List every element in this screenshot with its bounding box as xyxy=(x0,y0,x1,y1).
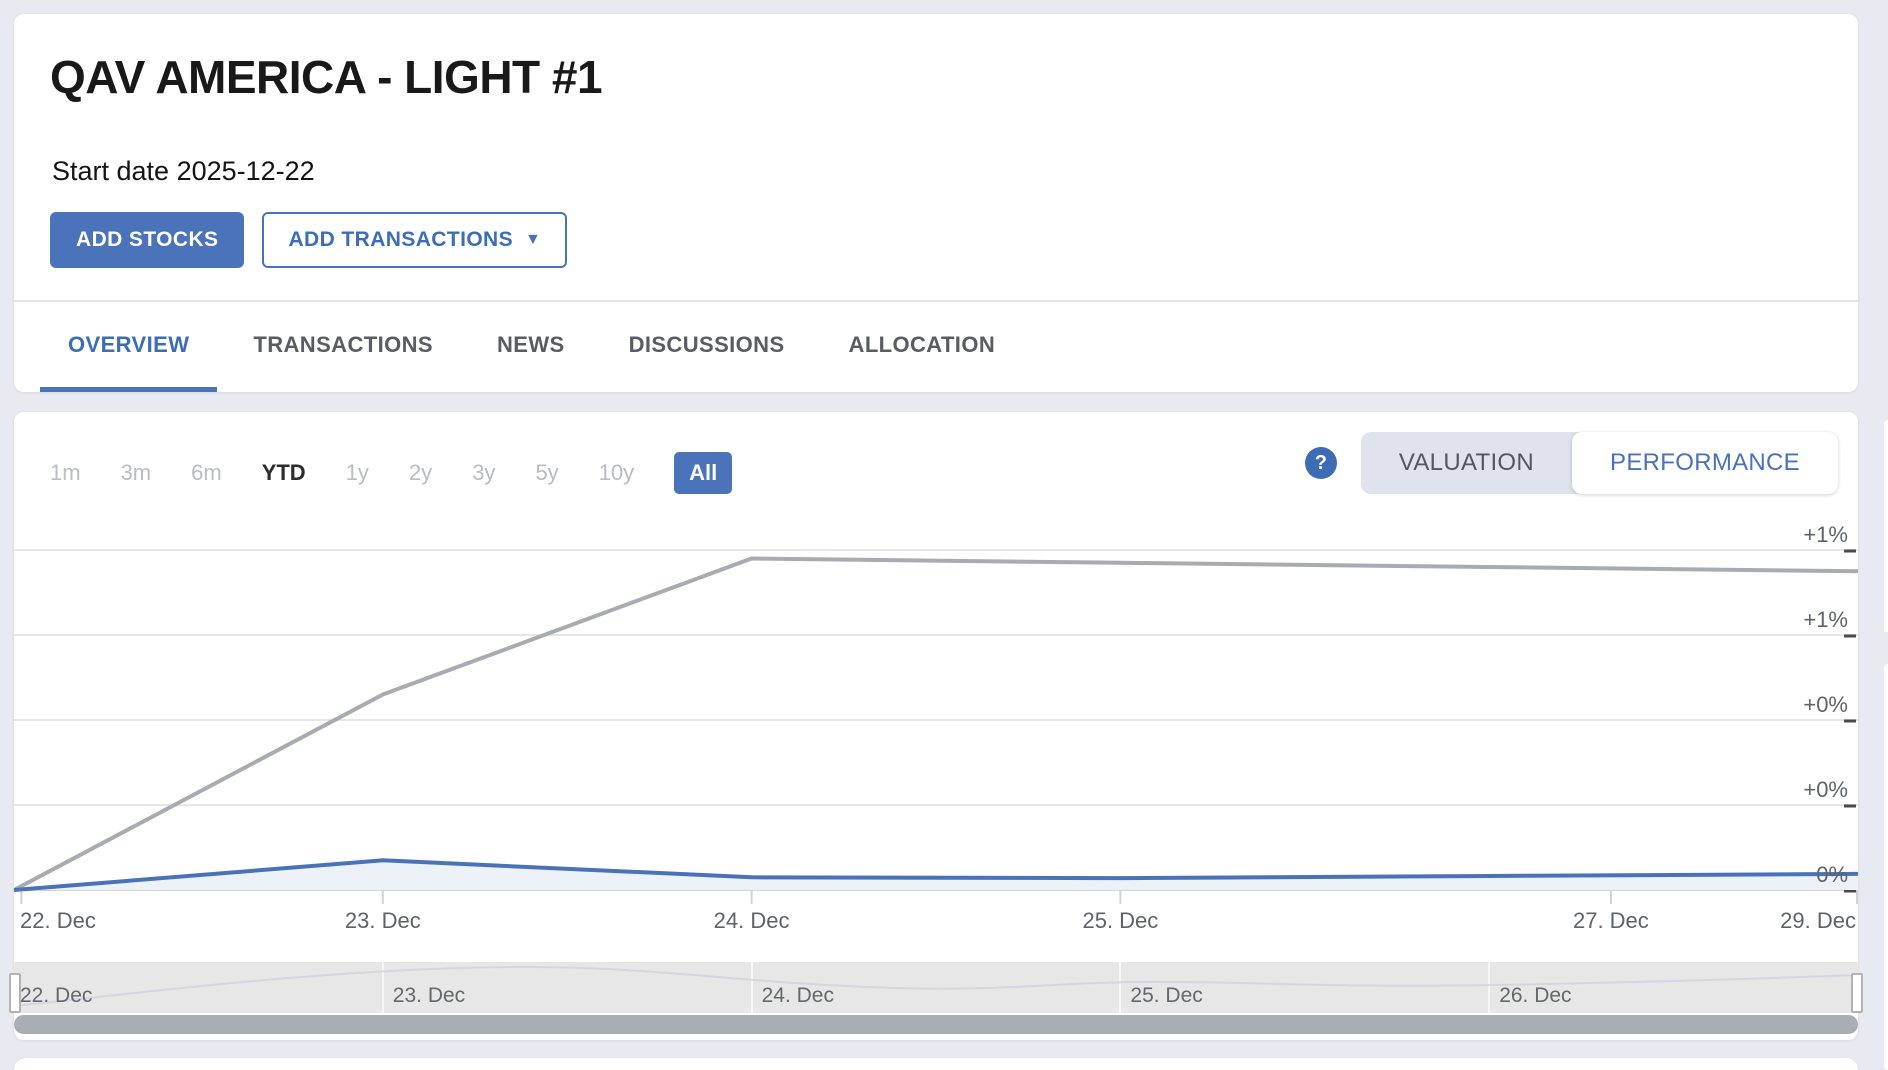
view-toggle-performance[interactable]: PERFORMANCE xyxy=(1572,432,1838,494)
range-all-button[interactable]: All xyxy=(674,452,733,494)
y-axis-label: +1% xyxy=(1803,522,1848,547)
chevron-down-icon: ▼ xyxy=(525,231,542,248)
tab-news[interactable]: NEWS xyxy=(496,331,565,357)
performance-chart: +1% +1% +0% +0% 0% 22. Dec 23. Dec 24. Dec 25. D… xyxy=(14,500,1858,950)
navigator-date-label: 25. Dec xyxy=(1130,984,1203,1007)
chart-navigator[interactable]: 22. Dec 23. Dec 24. Dec 25. Dec 26. Dec xyxy=(14,962,1858,1013)
side-card-sliver xyxy=(1884,420,1888,632)
navigator-gridline xyxy=(1119,962,1122,1013)
chart-right-controls: ? VALUATION PERFORMANCE xyxy=(1304,432,1838,494)
tab-transactions[interactable]: TRANSACTIONS xyxy=(253,331,433,357)
portfolio-area-fill xyxy=(14,860,1858,890)
chart-canvas xyxy=(14,549,1858,904)
y-axis-label: +0% xyxy=(1803,692,1848,717)
page-title: QAV AMERICA - LIGHT #1 xyxy=(50,51,603,103)
tab-bar: OVERVIEW TRANSACTIONS NEWS DISCUSSIONS ALLOC… xyxy=(14,300,1858,392)
range-ytd-button[interactable]: YTD xyxy=(261,460,306,485)
x-axis-label: 23. Dec xyxy=(344,908,421,933)
range-1m-button[interactable]: 1m xyxy=(50,460,81,485)
portfolio-header-card: QAV AMERICA - LIGHT #1 Start date 2025-1… xyxy=(14,14,1858,392)
navigator-handle-left[interactable] xyxy=(9,973,21,1013)
view-toggle: VALUATION PERFORMANCE xyxy=(1360,432,1838,494)
x-axis-label: 27. Dec xyxy=(1572,908,1649,933)
add-transactions-label: ADD TRANSACTIONS xyxy=(288,228,514,251)
y-axis-label: 0% xyxy=(1816,862,1848,887)
navigator-date-label: 26. Dec xyxy=(1499,984,1572,1007)
navigator-series-outline xyxy=(14,965,1858,1007)
tab-discussions[interactable]: DISCUSSIONS xyxy=(628,331,785,357)
x-axis-label: 29. Dec xyxy=(1780,908,1856,933)
add-transactions-button[interactable]: ADD TRANSACTIONS ▼ xyxy=(262,212,568,268)
navigator-gridline xyxy=(750,962,753,1013)
portfolio-performance-line xyxy=(14,858,1858,892)
navigator-gridline xyxy=(381,962,384,1013)
range-selector: 1m 3m 6m YTD 1y 2y 3y 5y 10y All xyxy=(50,452,733,494)
x-axis-label: 22. Dec xyxy=(20,908,96,933)
y-axis-label: +1% xyxy=(1803,607,1848,632)
view-toggle-valuation[interactable]: VALUATION xyxy=(1398,449,1535,476)
navigator-handle-right[interactable] xyxy=(1851,973,1863,1013)
range-3y-button[interactable]: 3y xyxy=(472,460,496,485)
next-section-card xyxy=(14,1058,1858,1070)
navigator-date-label: 24. Dec xyxy=(761,984,834,1007)
chart-card: 1m 3m 6m YTD 1y 2y 3y 5y 10y All ? VALUATION PERFO… xyxy=(9,412,1863,1040)
chart-scrollbar[interactable] xyxy=(14,1015,1858,1034)
help-icon[interactable]: ? xyxy=(1304,447,1337,479)
x-axis-label: 24. Dec xyxy=(713,908,790,933)
navigator-date-label: 22. Dec xyxy=(20,984,93,1007)
range-5y-button[interactable]: 5y xyxy=(535,460,559,485)
range-10y-button[interactable]: 10y xyxy=(598,460,635,485)
tab-overview[interactable]: OVERVIEW xyxy=(40,302,218,392)
navigator-gridline xyxy=(1488,962,1491,1013)
x-axis-label: 25. Dec xyxy=(1082,908,1159,933)
add-stocks-button[interactable]: ADD STOCKS xyxy=(50,212,245,268)
range-1y-button[interactable]: 1y xyxy=(345,460,369,485)
range-3m-button[interactable]: 3m xyxy=(120,460,152,485)
side-card-sliver xyxy=(1884,664,1888,1070)
range-6m-button[interactable]: 6m xyxy=(191,460,222,485)
range-2y-button[interactable]: 2y xyxy=(408,460,433,485)
tab-allocation[interactable]: ALLOCATION xyxy=(848,331,996,357)
header-actions: ADD STOCKS ADD TRANSACTIONS ▼ xyxy=(50,212,568,268)
start-date-label: Start date 2025-12-22 xyxy=(52,156,315,186)
index-comparison-line xyxy=(14,556,1858,892)
navigator-date-label: 23. Dec xyxy=(392,984,466,1007)
y-axis-label: +0% xyxy=(1803,777,1848,802)
chart-controls: 1m 3m 6m YTD 1y 2y 3y 5y 10y All ? VALUATION PERFO… xyxy=(14,412,1858,500)
